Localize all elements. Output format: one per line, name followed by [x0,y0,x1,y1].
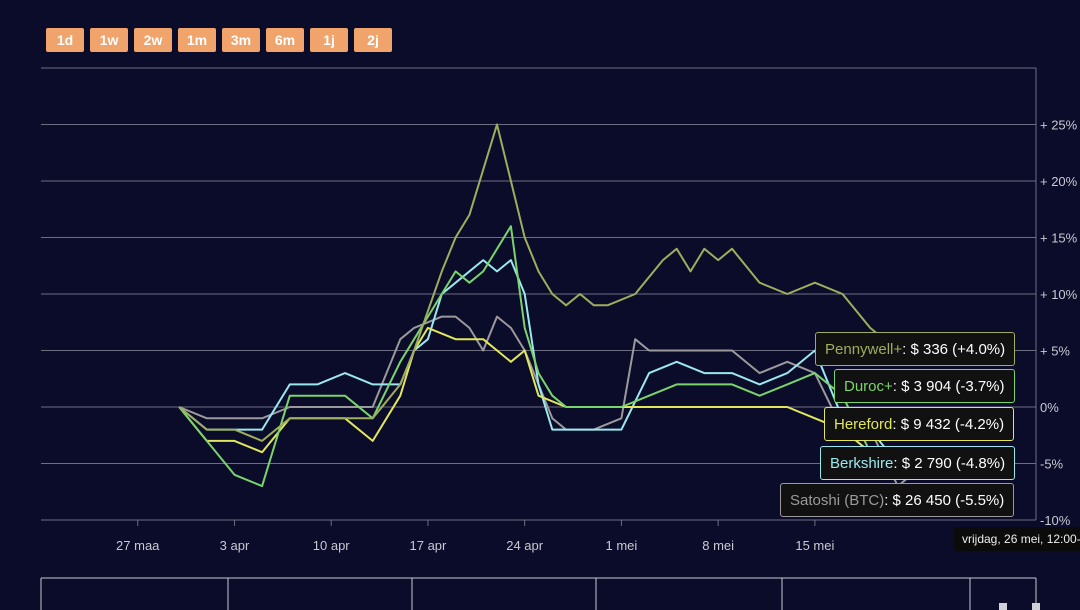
range-6m-button[interactable]: 6m [266,28,304,52]
series-label-berkshire: Berkshire: $ 2 790 (-4.8%) [820,446,1016,480]
x-tick-label: 17 apr [410,538,448,553]
range-2j-button[interactable]: 2j [354,28,392,52]
range-1w-button[interactable]: 1w [90,28,128,52]
series-label-value: : $ 26 450 (-5.5%) [884,491,1005,509]
series-line [178,225,995,488]
x-tick-label: 8 mei [702,538,734,553]
series-label-hereford: Hereford: $ 9 432 (-4.2%) [824,407,1015,441]
x-tick-label: 24 apr [506,538,544,553]
hover-tooltip: vrijdag, 26 mei, 12:00- [954,527,1080,551]
series-label-duroc: Duroc+: $ 3 904 (-3.7%) [834,369,1015,403]
x-tick-label: 3 apr [220,538,250,553]
series-line [178,123,995,442]
range-selector: 1d 1w 2w 1m 3m 6m 1j 2j [46,28,392,52]
range-1j-button[interactable]: 1j [310,28,348,52]
range-3m-button[interactable]: 3m [222,28,260,52]
y-tick-label: + 20% [1040,174,1078,189]
x-tick-label: 27 maa [116,538,160,553]
series-label-value: : $ 336 (+4.0%) [902,340,1006,358]
y-tick-label: 0% [1040,400,1059,415]
y-tick-label: + 25% [1040,118,1078,133]
range-1d-button[interactable]: 1d [46,28,84,52]
y-tick-label: + 5% [1040,344,1070,359]
series-label-name: Duroc+ [844,377,893,395]
series-label-name: Pennywell+ [825,340,903,358]
tooltip-arrow [954,531,955,547]
x-tick-label: 15 mei [795,538,834,553]
y-tick-label: -10% [1040,513,1071,528]
y-tick-label: + 15% [1040,231,1078,246]
navigator-handle-right [1032,603,1040,610]
x-tick-label: 1 mei [606,538,638,553]
range-2w-button[interactable]: 2w [134,28,172,52]
series-label-value: : $ 2 790 (-4.8%) [893,454,1006,472]
series-label-name: Satoshi (BTC) [790,491,885,509]
series-label-value: : $ 3 904 (-3.7%) [892,377,1005,395]
series-label-satoshi: Satoshi (BTC): $ 26 450 (-5.5%) [780,483,1015,517]
tooltip-date: vrijdag, 26 mei, 12:00- [962,532,1080,546]
series-line [178,259,995,476]
range-1m-button[interactable]: 1m [178,28,216,52]
y-tick-label: -5% [1040,457,1064,472]
series-label-name: Berkshire [830,454,894,472]
y-tick-label: + 10% [1040,287,1078,302]
series-label-name: Hereford [834,415,893,433]
series-label-pennywell: Pennywell+: $ 336 (+4.0%) [815,332,1016,366]
series-label-value: : $ 9 432 (-4.2%) [892,415,1005,433]
navigator-handle-left [999,603,1007,610]
x-tick-label: 10 apr [313,538,351,553]
